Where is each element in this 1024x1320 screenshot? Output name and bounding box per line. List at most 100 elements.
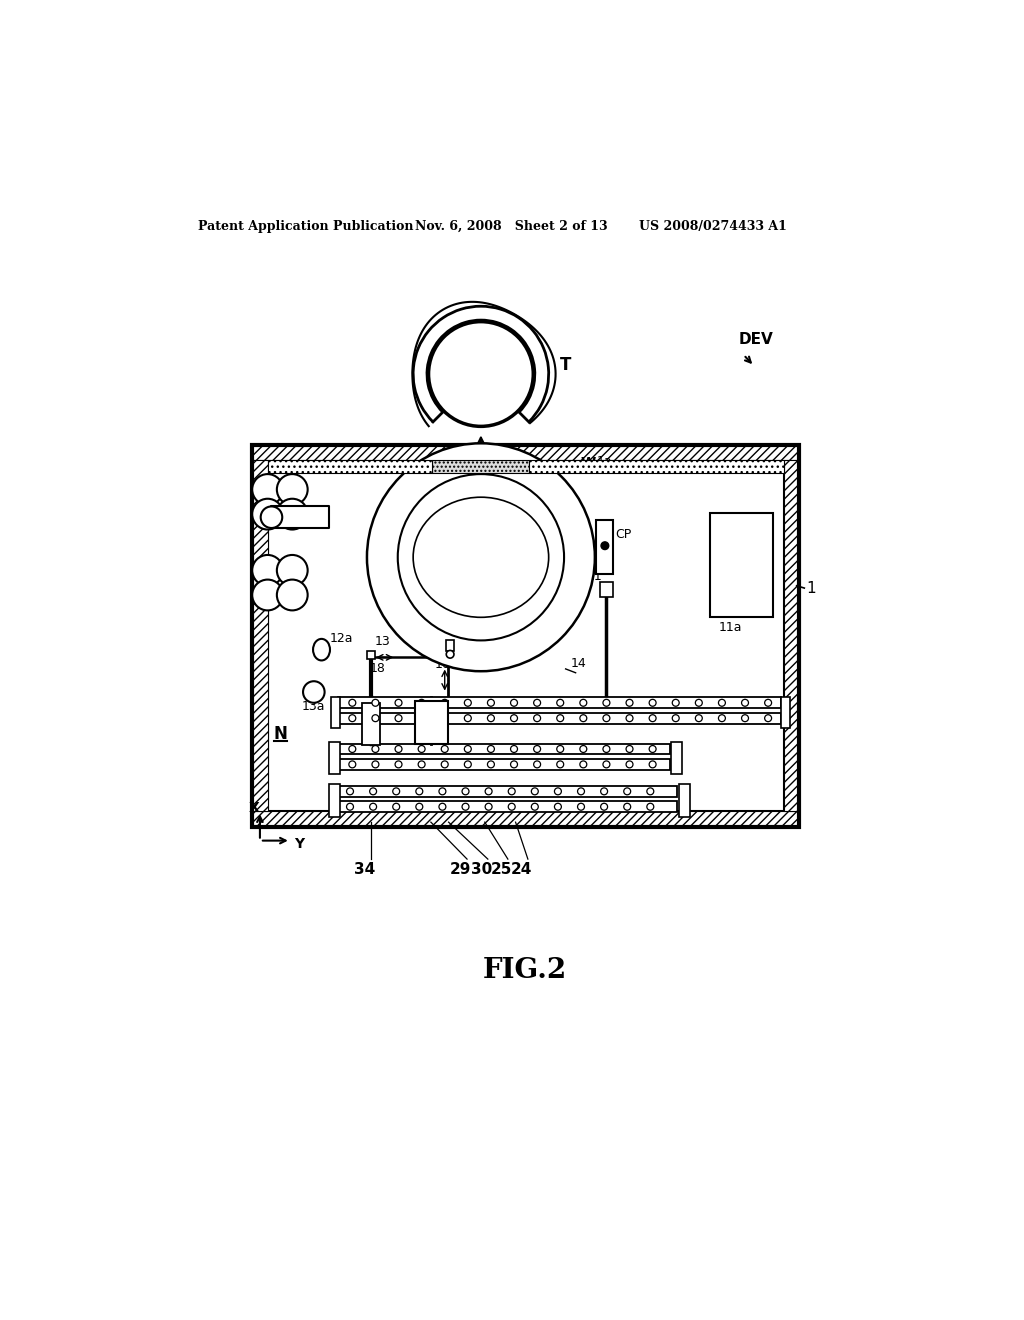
Circle shape: [554, 788, 561, 795]
Circle shape: [393, 804, 399, 810]
Circle shape: [441, 760, 449, 768]
Text: Y: Y: [294, 837, 304, 851]
Circle shape: [464, 760, 471, 768]
Circle shape: [603, 700, 610, 706]
Circle shape: [416, 788, 423, 795]
Circle shape: [557, 700, 563, 706]
Circle shape: [418, 760, 425, 768]
Circle shape: [508, 788, 515, 795]
Bar: [252, 445, 799, 461]
Circle shape: [626, 746, 633, 752]
Ellipse shape: [313, 639, 330, 660]
Circle shape: [485, 804, 493, 810]
Circle shape: [741, 700, 749, 706]
Circle shape: [346, 788, 353, 795]
Circle shape: [601, 788, 607, 795]
Circle shape: [367, 444, 595, 671]
Circle shape: [397, 474, 564, 640]
Text: 1: 1: [807, 581, 816, 595]
Circle shape: [349, 746, 355, 752]
Text: 21: 21: [764, 711, 779, 725]
Circle shape: [303, 681, 325, 702]
Bar: [432, 461, 529, 473]
Text: 9: 9: [385, 459, 393, 474]
Text: 18: 18: [370, 663, 385, 676]
Circle shape: [464, 700, 471, 706]
Text: 13a: 13a: [301, 700, 325, 713]
Circle shape: [416, 804, 423, 810]
Text: 25: 25: [492, 862, 512, 878]
Circle shape: [647, 788, 653, 795]
Circle shape: [557, 714, 563, 722]
Circle shape: [580, 714, 587, 722]
Circle shape: [601, 541, 608, 549]
Circle shape: [649, 714, 656, 722]
Circle shape: [603, 714, 610, 722]
Circle shape: [252, 579, 283, 610]
Circle shape: [531, 788, 539, 795]
Circle shape: [395, 700, 402, 706]
Bar: [267, 461, 783, 812]
Circle shape: [647, 804, 653, 810]
Circle shape: [511, 714, 517, 722]
Circle shape: [603, 760, 610, 768]
Bar: [361, 702, 380, 744]
Bar: [339, 801, 677, 812]
Circle shape: [441, 714, 449, 722]
Circle shape: [695, 714, 702, 722]
Circle shape: [601, 804, 607, 810]
Circle shape: [580, 700, 587, 706]
Bar: [446, 640, 454, 651]
Circle shape: [349, 760, 355, 768]
Text: US 2008/0274433 A1: US 2008/0274433 A1: [639, 219, 786, 232]
Text: 12: 12: [453, 635, 468, 648]
Circle shape: [511, 700, 517, 706]
Circle shape: [580, 760, 587, 768]
Circle shape: [534, 700, 541, 706]
Circle shape: [672, 714, 679, 722]
Circle shape: [531, 804, 539, 810]
Circle shape: [580, 746, 587, 752]
Bar: [331, 697, 340, 729]
Circle shape: [276, 499, 307, 529]
Bar: [252, 461, 267, 812]
Circle shape: [695, 700, 702, 706]
Text: Patent Application Publication: Patent Application Publication: [199, 219, 414, 232]
Text: CP: CP: [615, 528, 632, 541]
Circle shape: [765, 700, 772, 706]
Text: DEV: DEV: [739, 331, 773, 347]
Circle shape: [372, 760, 379, 768]
Bar: [339, 785, 677, 797]
Circle shape: [276, 474, 307, 504]
Text: 12a: 12a: [330, 631, 352, 644]
Bar: [271, 507, 330, 528]
Circle shape: [370, 804, 377, 810]
Text: 11: 11: [587, 570, 603, 583]
Circle shape: [346, 804, 353, 810]
Circle shape: [626, 714, 633, 722]
Circle shape: [462, 788, 469, 795]
Circle shape: [418, 714, 425, 722]
Circle shape: [446, 651, 454, 659]
Text: 29: 29: [451, 862, 472, 878]
Text: 11a: 11a: [719, 620, 742, 634]
Circle shape: [741, 714, 749, 722]
Circle shape: [557, 760, 563, 768]
Circle shape: [487, 700, 495, 706]
Circle shape: [439, 788, 445, 795]
Bar: [339, 759, 670, 770]
Circle shape: [508, 804, 515, 810]
Bar: [783, 461, 799, 812]
Text: N: N: [273, 726, 288, 743]
Circle shape: [649, 700, 656, 706]
Circle shape: [487, 746, 495, 752]
Text: FIG.2: FIG.2: [482, 957, 567, 985]
Circle shape: [418, 700, 425, 706]
Circle shape: [418, 746, 425, 752]
Circle shape: [485, 788, 493, 795]
Bar: [252, 445, 799, 826]
Circle shape: [261, 507, 283, 528]
Circle shape: [393, 788, 399, 795]
Circle shape: [557, 746, 563, 752]
Circle shape: [672, 700, 679, 706]
